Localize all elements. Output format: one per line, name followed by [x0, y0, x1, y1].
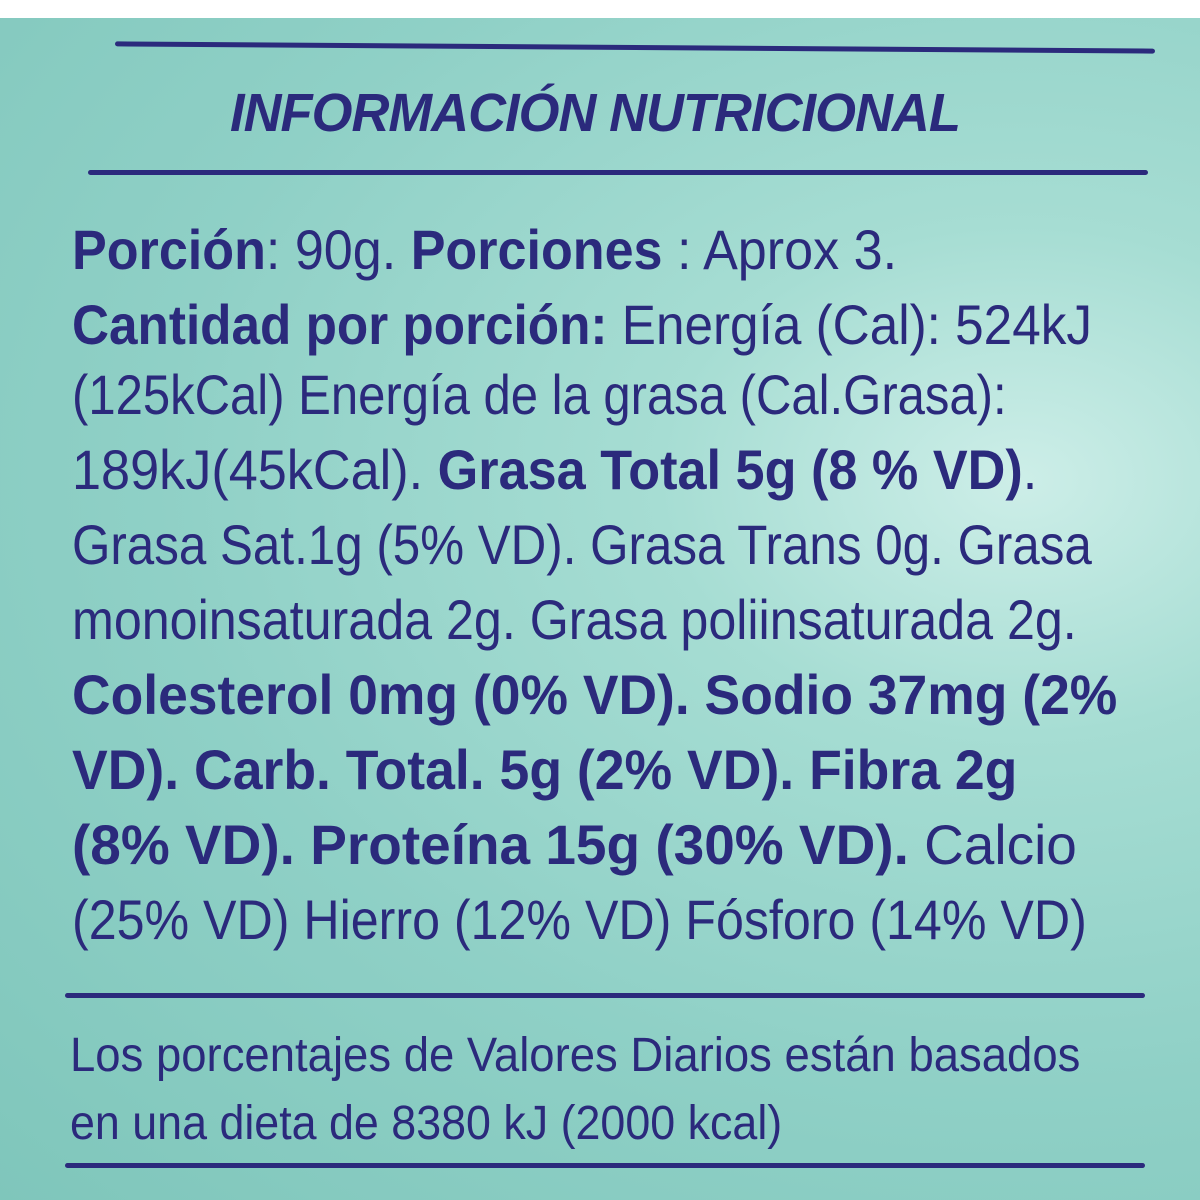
nutrition-line: 189kJ(45kCal). Grasa Total 5g (8 % VD). [72, 440, 1037, 500]
bold-segment: Porción [72, 218, 266, 281]
nutrition-line: Grasa Sat.1g (5% VD). Grasa Trans 0g. Gr… [72, 515, 1092, 575]
text-segment: (25% VD) Hierro (12% VD) Fósforo (14% VD… [72, 888, 1087, 951]
divider-above-footer [65, 993, 1145, 998]
divider-under-title [88, 170, 1148, 175]
nutrition-line: (8% VD). Proteína 15g (30% VD). Calcio [72, 815, 1077, 875]
text-segment: : 90g. [265, 218, 411, 281]
text-segment: Grasa Sat.1g (5% VD). Grasa Trans 0g. Gr… [72, 513, 1092, 576]
footer-line: Los porcentajes de Valores Diarios están… [70, 1029, 1081, 1082]
bold-segment: Porciones [410, 218, 663, 281]
bold-segment: Cantidad por porción: [72, 293, 608, 356]
text-segment: : Aprox 3. [662, 218, 898, 281]
nutrition-line: Cantidad por porción: Energía (Cal): 524… [72, 295, 1092, 355]
footer-line: en una dieta de 8380 kJ (2000 kcal) [70, 1097, 783, 1150]
nutrition-line: monoinsaturada 2g. Grasa poliinsaturada … [72, 590, 1077, 650]
nutrition-line: (25% VD) Hierro (12% VD) Fósforo (14% VD… [72, 890, 1087, 950]
text-segment: (125kCal) Energía de la grasa (Cal.Grasa… [72, 363, 1007, 426]
text-segment: Energía (Cal): 524kJ [607, 293, 1092, 356]
bold-segment: Colesterol 0mg (0% VD). Sodio 37mg (2% [72, 663, 1118, 726]
nutrition-line: Colesterol 0mg (0% VD). Sodio 37mg (2% [72, 665, 1117, 725]
nutrition-line: VD). Carb. Total. 5g (2% VD). Fibra 2g [72, 740, 1017, 800]
bold-segment: VD). Carb. Total. 5g (2% VD). Fibra 2g [72, 738, 1018, 801]
text-segment: monoinsaturada 2g. Grasa poliinsaturada … [72, 588, 1077, 651]
bold-segment: (8% VD). Proteína 15g (30% VD). [72, 813, 909, 876]
text-segment: Calcio [908, 813, 1077, 876]
nutrition-line: Porción: 90g. Porciones : Aprox 3. [72, 220, 897, 280]
text-segment: 189kJ(45kCal). [72, 438, 438, 501]
nutrition-line: (125kCal) Energía de la grasa (Cal.Grasa… [72, 365, 1007, 425]
bold-segment: Grasa Total 5g (8 % VD) [437, 438, 1023, 501]
divider-bottom [65, 1163, 1145, 1168]
label-title: INFORMACIÓN NUTRICIONAL [230, 83, 961, 143]
divider-top [114, 41, 1156, 54]
photo-border [0, 0, 1200, 18]
text-segment: . [1022, 438, 1038, 501]
